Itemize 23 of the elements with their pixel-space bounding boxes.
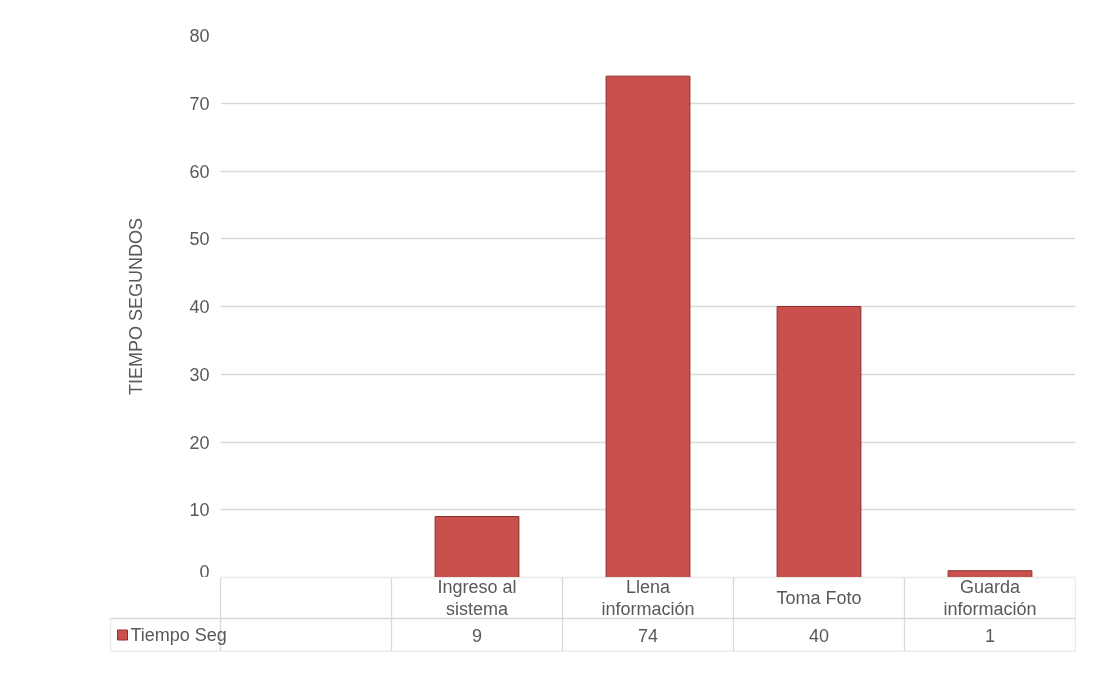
y-tick-label: 80	[189, 26, 210, 46]
x-tick-label: Guarda información	[943, 577, 1037, 619]
y-tick-label: 50	[189, 229, 210, 250]
x-tick-label: Toma Foto	[776, 588, 862, 608]
y-tick-label: 40	[189, 297, 210, 317]
data-label: 1	[984, 625, 996, 646]
y-tick-label: 60	[189, 161, 210, 182]
y-tick-label: 10	[189, 500, 210, 521]
y-tick-label: 30	[189, 364, 210, 385]
data-label: 74	[637, 625, 659, 646]
x-tick-label: Llena información	[601, 577, 695, 619]
bar	[947, 570, 1033, 577]
x-tick-label: Ingreso al sistema	[437, 577, 517, 619]
data-label: 40	[808, 625, 830, 646]
bar	[605, 75, 691, 577]
y-tick-label: 20	[189, 432, 210, 453]
legend-label: Tiempo Seg	[130, 625, 227, 645]
y-tick-label: 70	[189, 93, 210, 114]
y-axis-title: TIEMPO SEGUNDOS	[126, 217, 147, 396]
data-label: 9	[471, 625, 483, 646]
y-tick-label: 0	[199, 561, 210, 582]
bar	[434, 516, 520, 577]
bar	[776, 306, 862, 577]
